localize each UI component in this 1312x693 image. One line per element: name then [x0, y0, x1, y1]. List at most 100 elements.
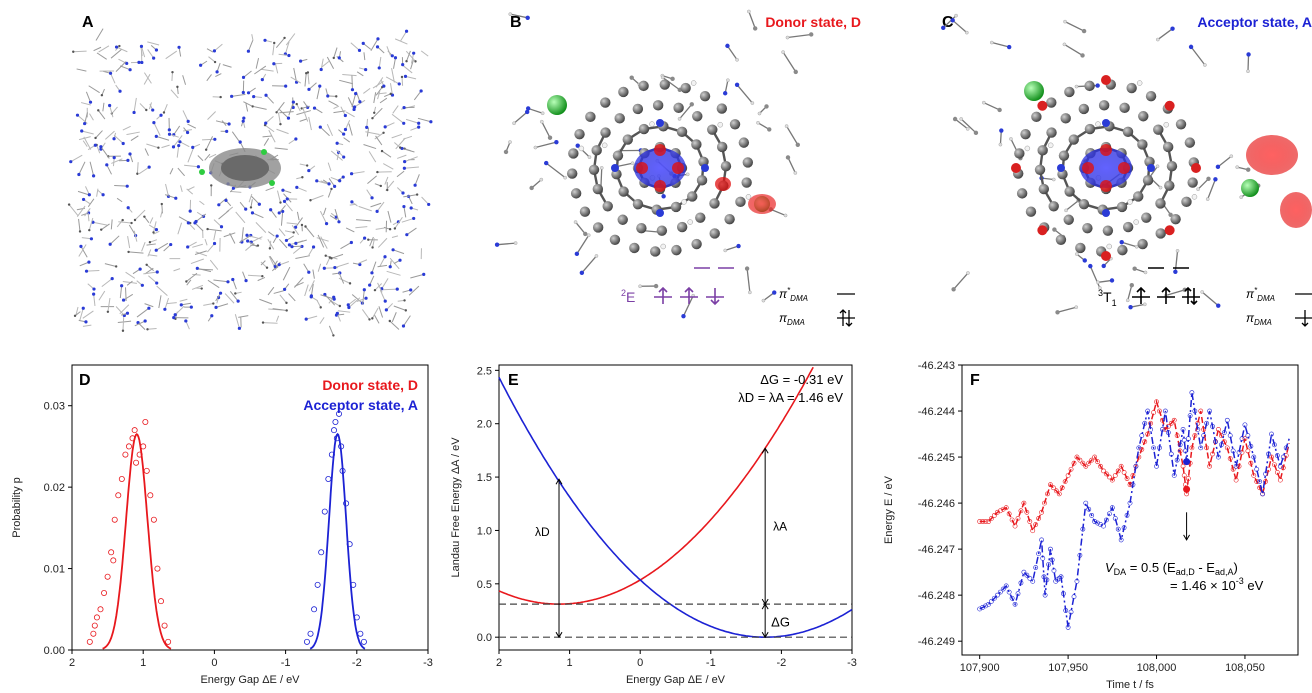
data-point [1130, 482, 1136, 488]
data-point [1006, 589, 1012, 595]
data-point [93, 614, 100, 621]
data-point [1036, 551, 1042, 557]
x-tick-label: 108,000 [1137, 662, 1177, 674]
data-point [1021, 569, 1027, 575]
panel-d-chart: D 2 1 0 -1 -2 -3 0.00 0.01 0.02 0.03 Energy Gap ΔE… [11, 364, 433, 686]
data-point [104, 573, 111, 580]
data-point [1024, 509, 1030, 515]
spin-density-lobe [715, 177, 731, 191]
data-point [1181, 437, 1187, 443]
panel-f-chart: F 107,900 107,950 108,000 108,050 -46.243 -46… [883, 360, 1299, 691]
data-point [1245, 433, 1251, 438]
data-point [1171, 473, 1177, 478]
data-point [147, 492, 154, 499]
panel-label-b: B [510, 14, 522, 31]
data-point [1218, 442, 1224, 448]
data-point [321, 508, 328, 515]
data-point [980, 605, 986, 610]
gaussian-fit-line [102, 433, 172, 650]
data-point [1162, 427, 1168, 432]
y-tick-label: -46.248 [918, 590, 955, 602]
data-point [1165, 423, 1171, 429]
data-point [1192, 408, 1198, 414]
data-point [1157, 445, 1162, 451]
data-point [1059, 485, 1065, 491]
panel-e-chart: E 2 1 0 -1 -2 -3 0.0 0.5 1.0 1.5 2.0 2.5 Energy Gap … [450, 364, 857, 686]
legend-donor: Donor state, D [322, 377, 418, 393]
energy-trajectory [979, 399, 1290, 533]
data-point [1139, 446, 1145, 452]
acceptor-state-title: Acceptor state, A [1197, 14, 1312, 30]
data-point [1104, 517, 1109, 523]
data-point [325, 475, 332, 482]
plot-frame [961, 364, 1299, 656]
data-point [1145, 408, 1151, 414]
data-point [314, 581, 321, 588]
data-point [1269, 454, 1274, 460]
data-point [989, 516, 994, 521]
x-axis-label: Energy Gap ΔE / eV [626, 674, 726, 686]
solvent-box-image [67, 28, 433, 337]
data-point [1018, 580, 1024, 586]
data-point [1115, 468, 1121, 474]
y-tick-label: 2.0 [477, 419, 492, 431]
data-point [1142, 439, 1148, 445]
data-point [1024, 572, 1030, 578]
x-tick-label: 2 [69, 657, 75, 669]
data-point [1142, 420, 1148, 426]
x-tick-label: 1 [567, 657, 573, 669]
panel-a: A [67, 14, 433, 337]
data-point [90, 630, 97, 637]
plot-frame [498, 364, 853, 651]
data-point [1021, 500, 1027, 506]
data-point [1095, 459, 1100, 465]
data-point [1089, 457, 1095, 463]
data-point [986, 601, 991, 607]
data-point [360, 638, 367, 645]
term-3t1: 3T1 [1098, 288, 1117, 308]
y-axis-label: Energy E / eV [883, 475, 895, 544]
data-point [1245, 448, 1251, 454]
legend-acceptor: Acceptor state, A [303, 397, 418, 413]
x-tick-label: -2 [777, 657, 787, 669]
data-point [1127, 500, 1133, 506]
y-tick-label: 0.02 [44, 482, 65, 494]
data-point [1124, 512, 1130, 518]
data-point [1042, 500, 1047, 506]
data-point [332, 418, 339, 425]
data-point [1060, 591, 1066, 597]
data-point [1204, 445, 1210, 451]
data-point [1062, 479, 1068, 485]
data-point [1121, 525, 1127, 531]
data-point [1101, 523, 1106, 529]
x-tick-label: 2 [496, 657, 502, 669]
data-point [997, 589, 1003, 595]
spin-density-lobe [1246, 135, 1298, 175]
pi-star-dma-label-c: π*DMA [1246, 286, 1275, 303]
data-point [122, 451, 129, 458]
data-point [118, 475, 125, 482]
data-point [1145, 431, 1151, 437]
data-point [1068, 466, 1074, 472]
data-point [1106, 511, 1112, 517]
data-point [1274, 453, 1280, 458]
data-point [1177, 448, 1183, 454]
x-tick-label: 0 [211, 657, 217, 669]
data-point [1003, 505, 1009, 511]
panel-label-a: A [82, 14, 94, 31]
y-tick-label: -46.244 [918, 406, 955, 418]
data-point [1151, 445, 1156, 451]
donor-term-diagram: 2E π*DMA πDMA [621, 267, 855, 327]
data-point [1198, 445, 1204, 451]
panel-b: B Donor state, D 2E π*DMA πDMA [494, 9, 861, 327]
delta-g-annotation: ΔG = -0.31 eV [760, 372, 843, 387]
data-point [1139, 433, 1145, 438]
data-point [1248, 460, 1254, 466]
data-point [1053, 488, 1059, 494]
data-point [989, 598, 994, 604]
data-point [307, 630, 314, 637]
data-point [983, 603, 988, 609]
data-point [992, 595, 997, 601]
data-point [318, 549, 325, 556]
data-point [1124, 476, 1130, 481]
